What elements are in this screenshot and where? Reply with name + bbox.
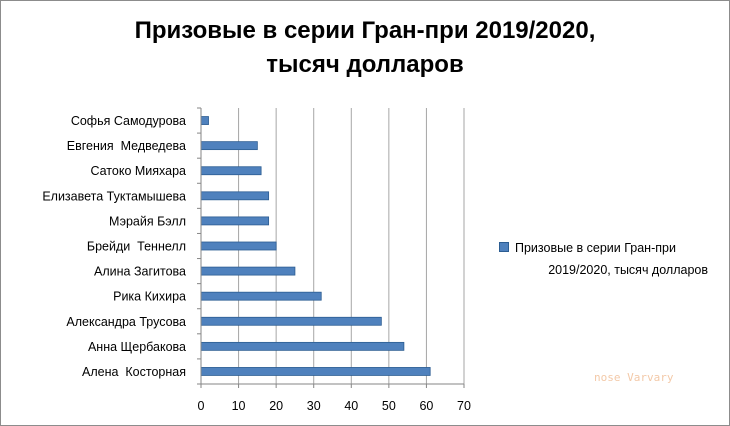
x-tick-label: 70	[457, 399, 471, 413]
category-label: Мэрайя Бэлл	[109, 214, 186, 228]
x-tick-label: 40	[344, 399, 358, 413]
chart-title-line-1: Призовые в серии Гран-при 2019/2020,	[134, 17, 596, 44]
x-tick-label: 60	[419, 399, 433, 413]
watermark: nose Varvary	[594, 371, 674, 384]
bar	[200, 241, 277, 251]
category-label: Алена Косторная	[82, 365, 186, 379]
category-label: Рика Кихира	[113, 290, 186, 304]
legend-swatch	[499, 242, 509, 252]
x-tick-label: 10	[232, 399, 246, 413]
x-tick-label: 30	[307, 399, 321, 413]
bar	[200, 141, 258, 151]
chart-legend: Призовые в серии Гран-при 2019/2020, тыс…	[499, 237, 714, 281]
bar	[200, 216, 270, 226]
legend-label-line-2: 2019/2020, тысяч долларов	[548, 263, 708, 277]
bar	[200, 341, 405, 351]
legend-entry: Призовые в серии Гран-при	[499, 237, 714, 259]
category-label: Алина Загитова	[94, 265, 186, 279]
bar	[200, 166, 262, 176]
chart-title-line-2: тысяч долларов	[266, 51, 464, 78]
bar	[200, 266, 296, 276]
category-label: Евгения Медведева	[67, 139, 186, 153]
bar	[200, 367, 431, 376]
bar	[200, 291, 322, 301]
x-tick-label: 50	[382, 399, 396, 413]
x-tick-label: 20	[269, 399, 283, 413]
chart-title: Призовые в серии Гран-при 2019/2020, тыс…	[0, 14, 730, 82]
category-label: Анна Щербакова	[88, 340, 186, 354]
bar	[200, 116, 209, 125]
category-label: Брейди Теннелл	[87, 240, 186, 254]
category-label: Елизавета Туктамышева	[42, 189, 186, 203]
category-label: Александра Трусова	[66, 315, 186, 329]
category-label: Софья Самодурова	[71, 114, 186, 128]
bar	[200, 191, 270, 201]
legend-label-line-1: Призовые в серии Гран-при	[515, 241, 676, 255]
x-tick-label: 0	[198, 399, 205, 413]
bar	[200, 316, 382, 326]
category-label: Сатоко Мияхара	[90, 164, 186, 178]
